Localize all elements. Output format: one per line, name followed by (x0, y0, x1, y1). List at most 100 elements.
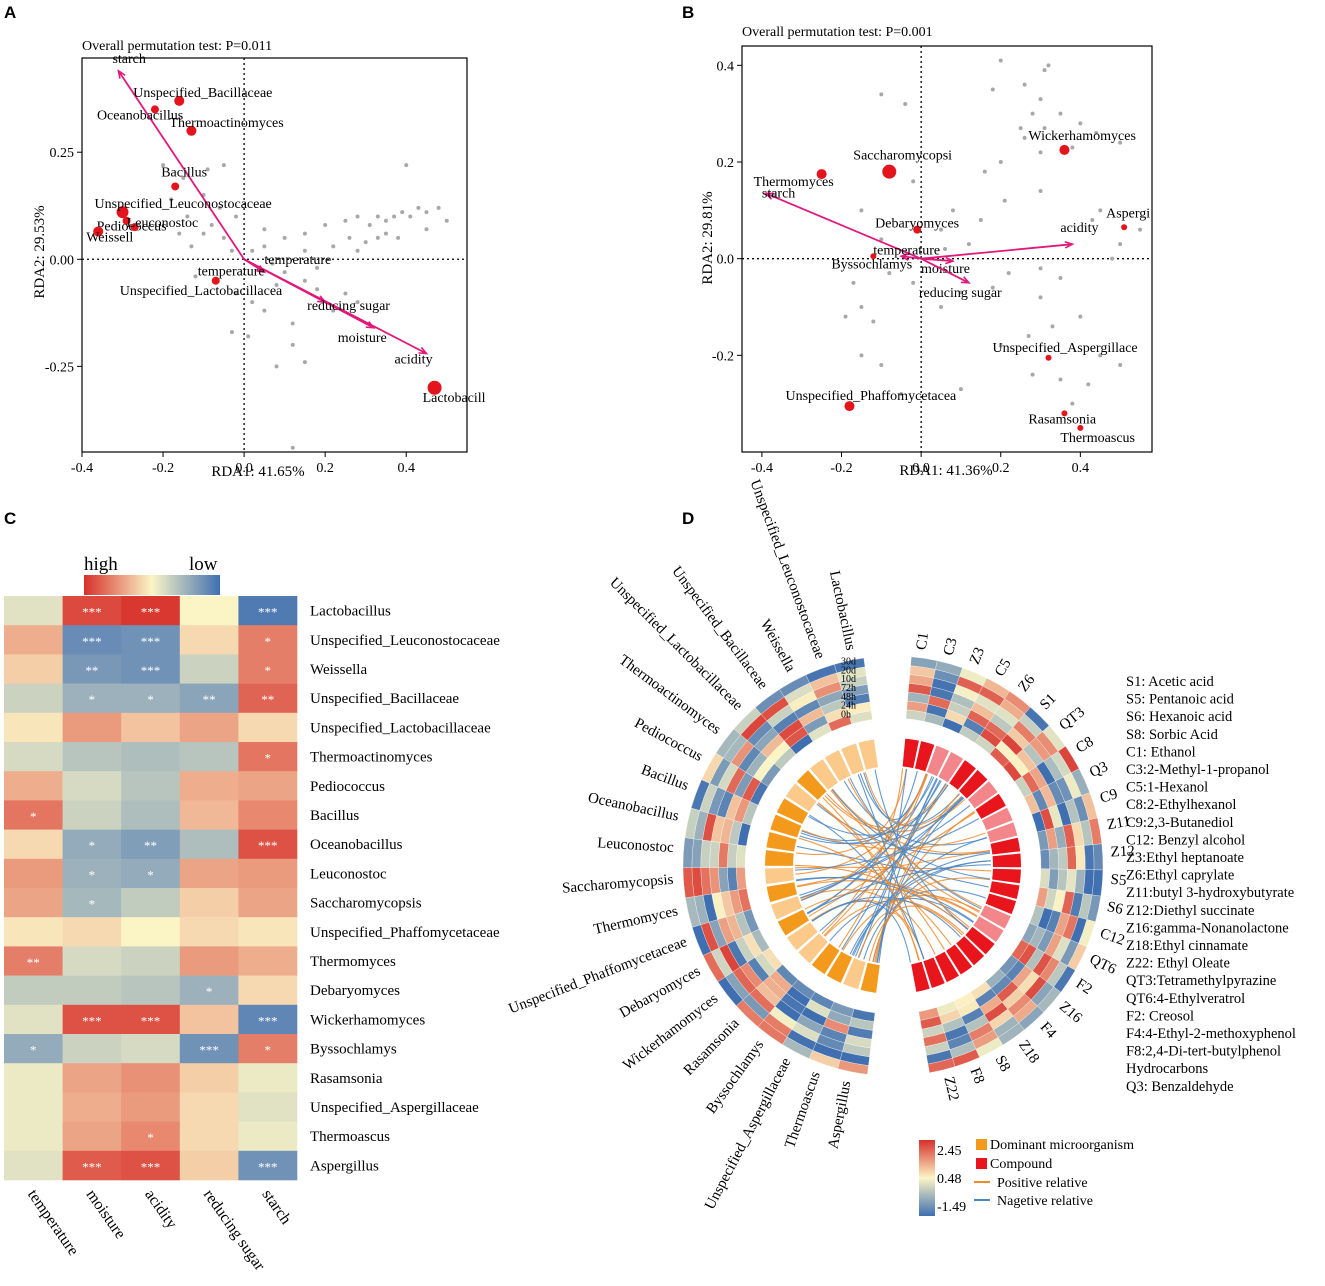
env-arrow-head (899, 253, 910, 261)
legend-negative: Nagetive relative (997, 1194, 1093, 1209)
compound-sector (935, 951, 959, 983)
env-arrow-label: moisture (921, 262, 970, 277)
compound-heat-cell (1075, 845, 1086, 870)
compound-heat-cell (1084, 844, 1095, 870)
compound-sector (990, 837, 1021, 855)
heat-cell (4, 1150, 63, 1181)
microbe-label: Weissella (757, 617, 799, 675)
significance-mark: * (264, 663, 271, 678)
sample-point (290, 342, 295, 347)
sample-point (221, 235, 226, 240)
compound-legend-item: Z22: Ethyl Oleate (1126, 956, 1230, 972)
significance-mark: *** (258, 838, 278, 853)
microbe-sector (810, 759, 839, 790)
correlation-link (868, 905, 963, 962)
correlation-link (878, 768, 908, 964)
legend-dominant: Dominant microorganism (990, 1138, 1134, 1153)
microbe-heat-cell (717, 976, 744, 1007)
compound-label: Z12 (1110, 843, 1135, 860)
sample-point (302, 360, 307, 365)
correlation-link (872, 877, 991, 963)
y-tick-label: 0.0 (717, 253, 735, 268)
heat-cell (179, 596, 239, 626)
x-tick-label: 0.4 (397, 461, 415, 476)
species-label: Leuconostoc (127, 216, 199, 231)
heat-cell (179, 742, 239, 772)
sample-point (1022, 135, 1027, 140)
species-point (844, 401, 855, 412)
heat-cell (4, 829, 63, 860)
microbe-label: Unspecified_Leuconostocaceae (747, 478, 828, 662)
heat-cell (121, 946, 181, 976)
heat-row-label: Pediococcus (310, 779, 385, 795)
heat-cell (4, 1004, 63, 1035)
x-tick-label: 0.0 (235, 461, 253, 476)
plot-frame (81, 57, 468, 453)
compound-sector (956, 936, 985, 966)
heat-cell (179, 800, 239, 830)
compound-label: QT3 (1056, 704, 1087, 734)
compound-label: C9 (1098, 786, 1119, 806)
significance-mark: ** (261, 692, 274, 707)
sample-point (1118, 242, 1123, 247)
heatmap-c: *** *** *** Lactobacillus*** *** * Unspecified… (4, 596, 500, 1274)
heat-row-label: Oceanobacillus (310, 837, 403, 853)
sample-point (221, 163, 226, 168)
species-point (116, 206, 129, 219)
env-arrow (243, 258, 326, 303)
correlation-link (808, 784, 949, 836)
species-point (150, 105, 159, 114)
sample-point (1038, 97, 1043, 102)
env-arrow-head (117, 69, 126, 79)
compound-heat-cell (1065, 869, 1077, 893)
significance-mark: *** (82, 1013, 102, 1028)
panel-b-ylabel: RDA2: 29.81% (700, 191, 716, 284)
microbe-label: Unspecified_Phaffomycetaceae (507, 934, 690, 1017)
compound-legend-item: Hydrocarbons (1126, 1061, 1209, 1077)
sample-point (375, 214, 380, 219)
microbe-heat-cell (700, 839, 712, 868)
sample-point (396, 235, 401, 240)
correlation-link (852, 836, 987, 956)
sample-point (262, 308, 267, 313)
sample-point (343, 291, 348, 296)
correlation-link (806, 864, 991, 914)
sample-point (343, 218, 348, 223)
sample-point (1058, 111, 1063, 116)
heat-cell (179, 683, 239, 714)
panel-a-plot: -0.4 -0.2 0.0 0.2 0.4 -0.25 0.00 0.25 starch acid… (45, 52, 486, 476)
sample-point (169, 197, 174, 202)
sample-point (1070, 401, 1075, 406)
sample-point (185, 214, 190, 219)
heat-row-label: Saccharomycopsis (310, 896, 422, 912)
sample-point (355, 214, 360, 219)
heat-cell (62, 596, 122, 626)
env-arrow (921, 257, 954, 262)
compound-heat-cell (1040, 849, 1050, 870)
compound-legend-item: C5:1-Hexanol (1126, 780, 1208, 796)
heat-cell (121, 625, 181, 655)
compound-label: Z6 (1016, 672, 1039, 695)
heat-cell (238, 596, 298, 626)
species-point (122, 216, 131, 225)
species-point (816, 169, 827, 180)
species-point (870, 253, 877, 260)
heat-cell (121, 829, 181, 860)
compound-heat-cell (1048, 848, 1059, 870)
heat-row-label: Unspecified_Bacillaceae (310, 691, 459, 707)
compound-legend-item: Z6:Ethyl caprylate (1126, 868, 1234, 884)
microbe-sector (841, 743, 865, 775)
microbe-heat-cell (682, 837, 694, 868)
significance-mark: *** (82, 634, 102, 649)
scale-min: -1.49 (937, 1200, 966, 1215)
microbe-heat-cell (709, 841, 721, 868)
species-label: Rasamsonia (1028, 412, 1096, 427)
heat-cell (238, 712, 298, 743)
sample-point (851, 280, 856, 285)
compound-sector (902, 738, 919, 769)
sample-point (1090, 218, 1095, 222)
significance-mark: *** (258, 1159, 278, 1174)
compound-sector (987, 822, 1018, 843)
env-arrow-label: starch (762, 186, 795, 201)
correlation-link (800, 797, 965, 899)
